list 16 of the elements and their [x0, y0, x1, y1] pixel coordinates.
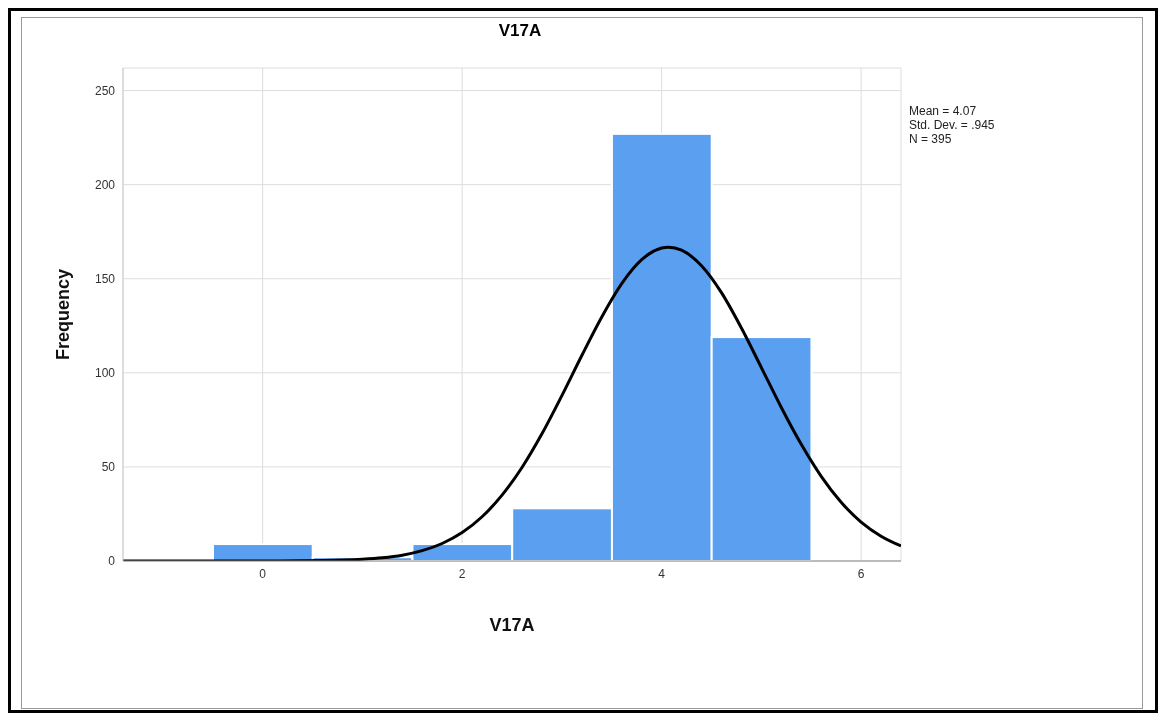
x-tick-label: 2 — [458, 566, 466, 581]
text: Mean = 4.07 — [909, 104, 978, 118]
chart-title: V17A — [497, 21, 543, 41]
y-tick-label: 250 — [94, 83, 116, 98]
x-tick-label: 4 — [658, 566, 666, 581]
x-axis-title: V17A — [489, 615, 535, 635]
text: Std. Dev. = .945 — [909, 118, 995, 132]
x-tick-label: 6 — [857, 566, 865, 581]
y-tick-label: 50 — [101, 460, 116, 475]
y-tick-label: 100 — [94, 366, 116, 381]
x-tick-label: 0 — [259, 566, 267, 581]
y-tick-label: 200 — [94, 177, 116, 192]
y-tick-label: 0 — [108, 554, 116, 569]
y-axis-title: Frequency — [53, 268, 74, 361]
y-tick-label: 150 — [94, 272, 116, 287]
text: N = 395 — [909, 132, 953, 146]
